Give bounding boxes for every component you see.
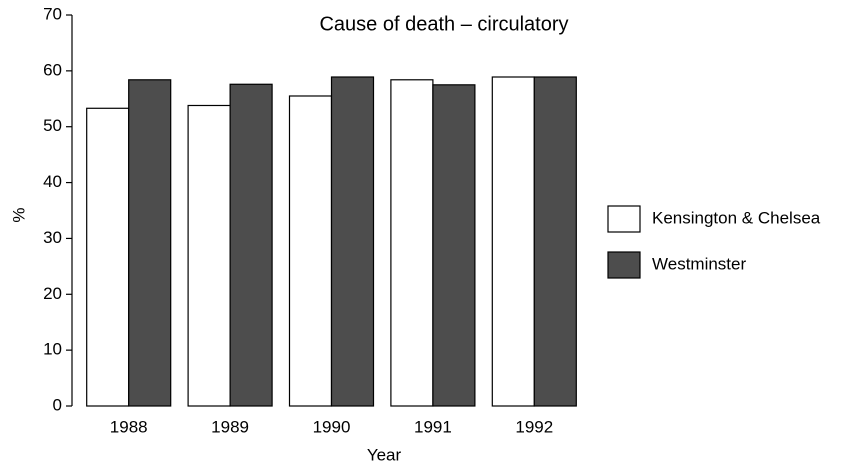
- x-axis-label: Year: [367, 445, 402, 464]
- y-tick-label: 10: [43, 340, 62, 359]
- legend-swatch: [607, 251, 641, 279]
- bar: [288, 95, 333, 407]
- y-tick-label: 0: [53, 395, 62, 414]
- bar: [533, 76, 577, 407]
- bar: [491, 76, 535, 407]
- bar: [86, 107, 130, 407]
- x-tick-label: 1991: [414, 417, 452, 436]
- y-axis-label: %: [9, 207, 28, 222]
- y-tick-label: 60: [43, 60, 62, 79]
- legend-label: Westminster: [652, 254, 746, 273]
- y-tick-label: 30: [43, 228, 62, 247]
- bar: [229, 83, 273, 407]
- bar: [390, 79, 434, 407]
- y-tick-label: 70: [43, 4, 62, 23]
- legend-label: Kensington & Chelsea: [652, 208, 821, 227]
- bar: [128, 79, 172, 407]
- x-tick-label: 1989: [211, 417, 249, 436]
- x-tick-label: 1990: [313, 417, 351, 436]
- legend-swatch: [607, 205, 641, 233]
- y-tick-label: 40: [43, 172, 62, 191]
- bar: [187, 104, 231, 407]
- bar: [432, 84, 476, 407]
- y-tick-label: 20: [43, 284, 62, 303]
- chart-title: Cause of death – circulatory: [319, 13, 568, 35]
- bar: [330, 76, 375, 407]
- x-tick-label: 1988: [110, 417, 148, 436]
- x-tick-label: 1992: [515, 417, 553, 436]
- y-tick-label: 50: [43, 116, 62, 135]
